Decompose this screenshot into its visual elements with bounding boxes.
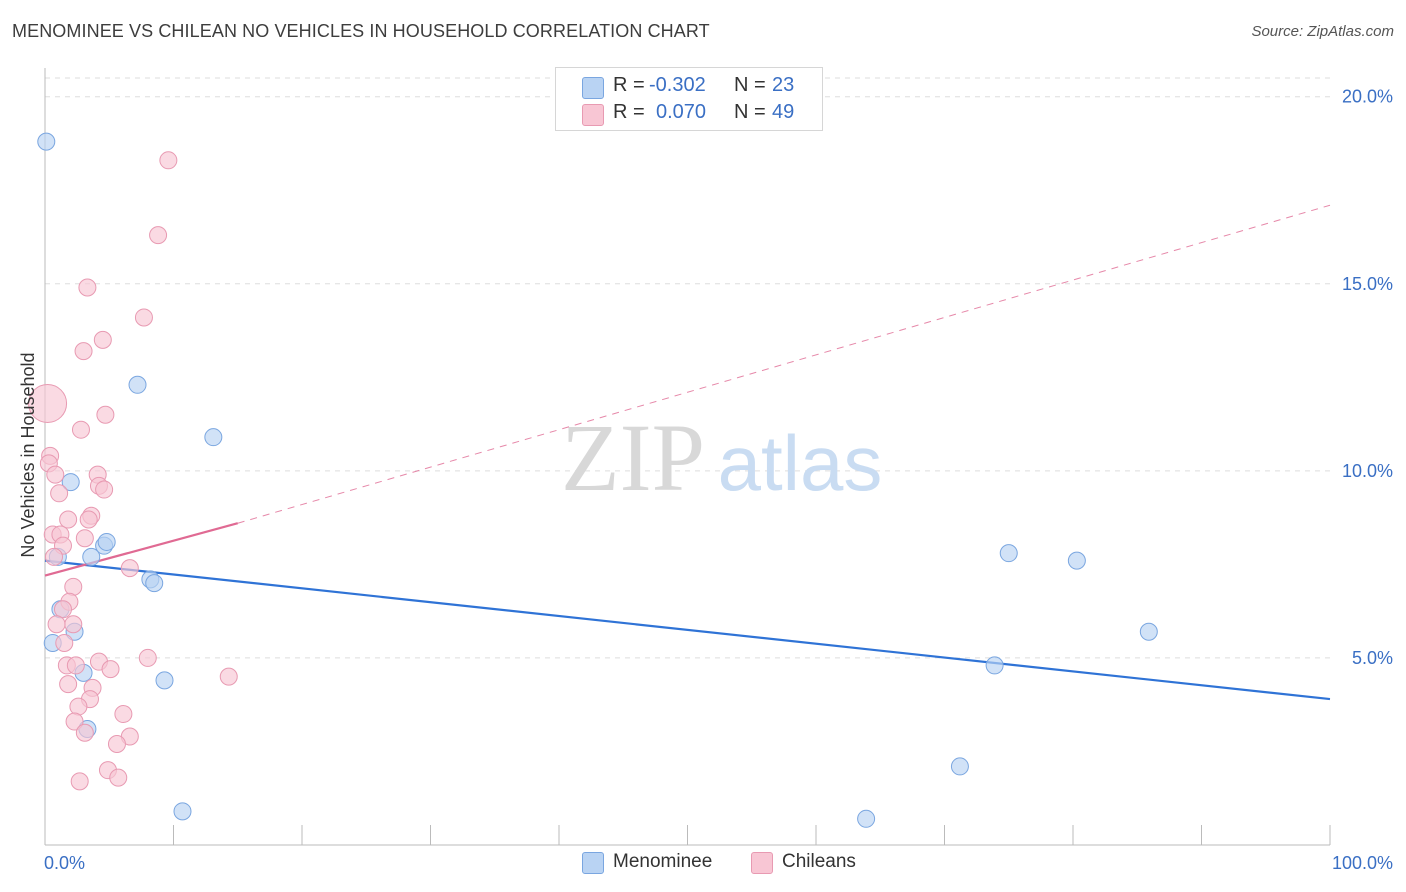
chileans-point [70,772,89,791]
chileans-point [120,559,139,578]
chileans-point [69,697,88,716]
n-label: N = [734,101,766,123]
y-tick-label: 5.0% [1352,648,1393,668]
legend-label-chileans: Chileans [782,851,856,872]
chileans-point [107,734,126,753]
menominee-point [61,473,80,492]
chileans-point [64,615,83,634]
chileans-point [101,660,120,679]
chileans-point [55,633,74,652]
x-tick-label: 100.0% [1332,853,1393,873]
chileans-point [159,151,178,170]
menominee-point [128,375,147,394]
menominee-point [1139,622,1158,641]
chileans-point [64,577,83,596]
y-axis-label: No Vehicles in Household [18,352,38,557]
watermark-zip: ZIP [561,404,705,511]
legend-row-chileans: R = 0.070 N = 49 [556,101,822,127]
chileans-point [59,675,78,694]
chileans-point [74,342,93,361]
grid-lines [45,77,1330,659]
y-tick-label: 15.0% [1342,274,1393,294]
chileans-point [71,420,90,439]
chileans-point [66,656,85,675]
chileans-point [59,510,78,529]
menominee-point [204,428,223,447]
chileans-point [75,723,94,742]
chileans-point [93,330,112,349]
watermark-atlas: atlas [718,419,883,507]
stats-legend: R = -0.302 N = 23 R = 0.070 N = 49 [555,67,823,131]
chileans-point [149,226,168,245]
watermark: ZIP atlas [561,404,882,511]
r-label: R = [613,74,645,96]
chileans-trend-line [44,522,239,577]
chileans-point [65,712,84,731]
r-label: R = [613,101,645,123]
chileans-point [96,405,115,424]
y-tick-label: 10.0% [1342,461,1393,481]
menominee-point [173,802,192,821]
chileans-point [47,615,66,634]
legend-label-menominee: Menominee [613,851,713,872]
menominee-point [857,809,876,828]
trend-lines [44,204,1331,701]
menominee-point [950,757,969,776]
chileans-legend-swatch-icon [751,852,773,874]
chileans-point [28,384,68,424]
chileans-point [109,768,128,787]
r-value: 0.070 [656,101,707,123]
chileans-point [219,667,238,686]
data-points [28,132,1158,828]
y-tick-label: 20.0% [1342,87,1393,107]
n-label: N = [734,74,766,96]
menominee-legend-swatch-icon [582,852,604,874]
n-value: 23 [772,74,795,96]
menominee-point [82,547,101,566]
chileans-point [44,547,63,566]
menominee-point [999,544,1018,563]
chileans-point [79,510,98,529]
menominee-point [155,671,174,690]
menominee-point [1067,551,1086,570]
n-value: 49 [772,101,795,123]
menominee-point [37,132,56,151]
chileans-point [75,529,94,548]
chileans-point [95,480,114,499]
chart-title: MENOMINEE VS CHILEAN NO VEHICLES IN HOUS… [12,21,710,41]
chileans-point [138,648,157,667]
tick-labels: 5.0% 10.0% 15.0% 20.0% 0.0% 100.0% [44,87,1393,873]
r-value: -0.302 [649,74,706,96]
legend-row-menominee: R = -0.302 N = 23 [556,74,822,100]
chileans-point [53,600,72,619]
chileans-point [114,705,133,724]
menominee-point [97,532,116,551]
menominee-point [145,574,164,593]
chileans-point [134,308,153,327]
chileans-point [50,484,69,503]
chileans-swatch-icon [582,104,604,126]
menominee-swatch-icon [582,77,604,99]
chileans-point [78,278,97,297]
menominee-trend-line [44,559,1331,701]
chileans-point [46,465,65,484]
source-credit: Source: ZipAtlas.com [1251,23,1394,40]
menominee-point [985,656,1004,675]
x-tick-label: 0.0% [44,853,85,873]
